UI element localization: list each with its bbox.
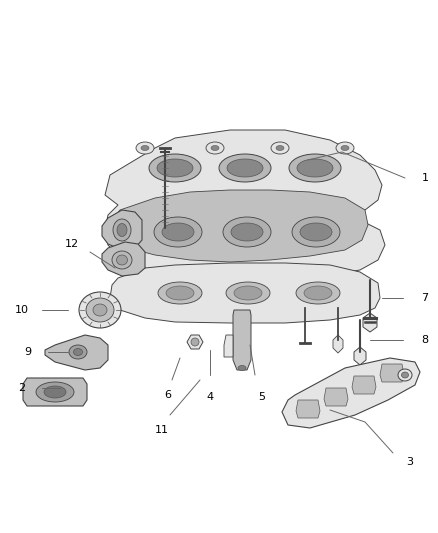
Polygon shape [224, 335, 233, 357]
Polygon shape [23, 378, 87, 406]
Text: 6: 6 [165, 390, 172, 400]
Polygon shape [105, 130, 385, 278]
Ellipse shape [112, 251, 132, 269]
Ellipse shape [231, 223, 263, 241]
Polygon shape [352, 376, 376, 394]
Polygon shape [296, 400, 320, 418]
Polygon shape [363, 313, 377, 332]
Ellipse shape [238, 366, 246, 370]
Text: 4: 4 [206, 392, 214, 402]
Ellipse shape [158, 282, 202, 304]
Ellipse shape [117, 223, 127, 237]
Polygon shape [108, 190, 368, 262]
Polygon shape [187, 335, 203, 349]
Ellipse shape [117, 255, 127, 265]
Ellipse shape [162, 223, 194, 241]
Ellipse shape [206, 142, 224, 154]
Ellipse shape [166, 286, 194, 300]
Ellipse shape [300, 223, 332, 241]
Ellipse shape [79, 292, 121, 328]
Text: 7: 7 [421, 293, 428, 303]
Ellipse shape [136, 142, 154, 154]
Ellipse shape [44, 386, 66, 398]
Ellipse shape [271, 142, 289, 154]
Ellipse shape [191, 338, 199, 346]
Polygon shape [282, 358, 420, 428]
Text: 3: 3 [406, 457, 413, 467]
Ellipse shape [157, 159, 193, 177]
Ellipse shape [93, 304, 107, 316]
Text: 5: 5 [258, 392, 265, 402]
Polygon shape [45, 335, 108, 370]
Text: 10: 10 [15, 305, 29, 315]
Text: 2: 2 [18, 383, 25, 393]
Polygon shape [324, 388, 348, 406]
Polygon shape [102, 242, 145, 276]
Ellipse shape [292, 217, 340, 247]
Ellipse shape [69, 345, 87, 359]
Ellipse shape [341, 146, 349, 150]
Ellipse shape [154, 217, 202, 247]
Ellipse shape [296, 282, 340, 304]
Ellipse shape [113, 219, 131, 241]
Text: 1: 1 [421, 173, 428, 183]
Ellipse shape [276, 146, 284, 150]
Text: 11: 11 [155, 425, 169, 435]
Ellipse shape [141, 146, 149, 150]
Text: 8: 8 [421, 335, 428, 345]
Ellipse shape [226, 282, 270, 304]
Text: 9: 9 [25, 347, 32, 357]
Ellipse shape [36, 382, 74, 402]
Polygon shape [333, 335, 343, 353]
Ellipse shape [149, 154, 201, 182]
Ellipse shape [86, 298, 114, 322]
Ellipse shape [336, 142, 354, 154]
Ellipse shape [234, 286, 262, 300]
Ellipse shape [297, 159, 333, 177]
Polygon shape [110, 263, 380, 323]
Polygon shape [233, 310, 251, 370]
Polygon shape [354, 347, 366, 365]
Ellipse shape [219, 154, 271, 182]
Polygon shape [102, 210, 142, 250]
Ellipse shape [227, 159, 263, 177]
Text: 12: 12 [65, 239, 79, 249]
Ellipse shape [74, 349, 82, 356]
Ellipse shape [304, 286, 332, 300]
Ellipse shape [402, 372, 409, 378]
Ellipse shape [398, 369, 412, 381]
Ellipse shape [289, 154, 341, 182]
Polygon shape [380, 364, 404, 382]
Ellipse shape [223, 217, 271, 247]
Ellipse shape [211, 146, 219, 150]
